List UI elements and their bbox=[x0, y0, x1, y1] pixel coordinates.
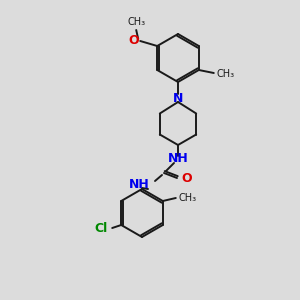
Text: NH: NH bbox=[168, 152, 188, 166]
Text: O: O bbox=[129, 34, 139, 46]
Text: NH: NH bbox=[129, 178, 150, 191]
Text: CH₃: CH₃ bbox=[217, 69, 235, 79]
Text: CH₃: CH₃ bbox=[127, 17, 145, 27]
Text: CH₃: CH₃ bbox=[179, 193, 197, 203]
Text: N: N bbox=[173, 92, 183, 104]
Text: Cl: Cl bbox=[94, 223, 107, 236]
Text: O: O bbox=[181, 172, 192, 185]
